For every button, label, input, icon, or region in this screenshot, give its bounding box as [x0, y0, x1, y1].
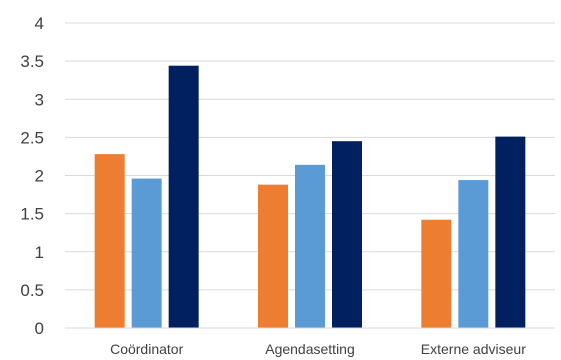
y-tick-label: 1.5	[20, 205, 44, 224]
bar-series-1-3	[421, 219, 452, 328]
bar-series-1-1	[94, 154, 125, 328]
y-axis-tick-labels: 0 0.5 1 1.5 2 2.5 3 3.5 4	[20, 14, 44, 338]
bar-series-1-2	[258, 184, 288, 328]
x-axis-category-labels: Coördinator Agendasetting Externe adviseur	[110, 341, 526, 357]
y-tick-label: 3.5	[20, 52, 44, 71]
y-tick-label: 1	[35, 243, 44, 262]
y-tick-label: 0.5	[20, 281, 44, 300]
bar-series-3-1	[168, 65, 199, 328]
bar-series-2-1	[131, 178, 162, 328]
y-tick-label: 0	[35, 319, 44, 338]
bar-series-2-3	[458, 180, 489, 328]
y-tick-label: 2	[35, 167, 44, 186]
x-category-label: Externe adviseur	[421, 341, 526, 357]
bar-series-3-3	[495, 136, 526, 328]
bar-series-2-2	[295, 164, 325, 328]
bar-series-3-2	[332, 141, 362, 328]
x-category-label: Coördinator	[110, 341, 183, 357]
x-category-label: Agendasetting	[265, 341, 355, 357]
bars	[94, 65, 526, 328]
y-tick-label: 3	[35, 90, 44, 109]
y-tick-label: 2.5	[20, 128, 44, 147]
y-tick-label: 4	[35, 14, 44, 33]
